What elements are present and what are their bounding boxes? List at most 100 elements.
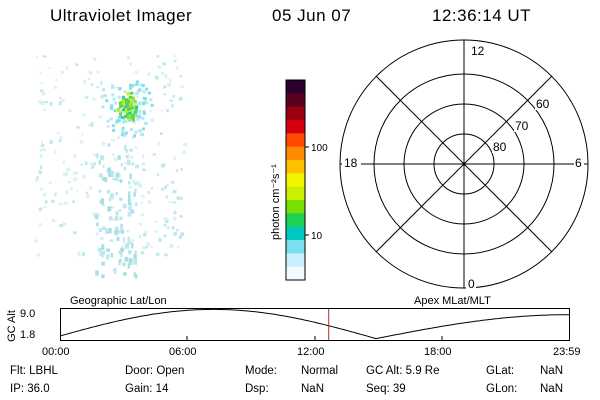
aurora-speckle [154,220,157,224]
aurora-tail [120,248,125,252]
aurora-tail [120,223,123,230]
colorbar-tick-label-10: 10 [311,231,323,242]
aurora-speckle [158,238,162,243]
aurora-tail [108,171,112,177]
aurora-speckle [78,254,81,257]
aurora-speckle [102,203,105,206]
aurora-speckle [39,223,42,227]
aurora-speckle [138,183,143,188]
aurora-speckle [173,156,177,160]
aurora-core [131,113,135,117]
aurora-halo [132,120,136,124]
aurora-speckle [140,132,145,137]
aurora-tail [123,272,127,276]
aurora-speckle [36,253,40,257]
aurora-halo [145,87,149,91]
aurora-halo [129,86,133,90]
aurora-speckle [172,201,177,204]
geographic-title: Geographic Lat/Lon [70,295,167,307]
aurora-speckle [107,143,111,147]
aurora-speckle [141,194,145,198]
aurora-speckle [95,213,100,217]
aurora-halo [130,127,133,131]
aurora-tail [107,206,112,212]
aurora-tail [133,272,136,278]
aurora-tail [117,155,121,160]
aurora-speckle [73,177,78,181]
aurora-core [124,106,128,109]
aurora-tail [127,159,131,166]
aurora-speckle [88,123,92,127]
aurora-core [131,106,135,110]
aurora-speckle [76,126,80,129]
aurora-halo [135,114,138,118]
aurora-tail [131,242,134,249]
aurora-speckle [149,110,152,113]
aurora-speckle [164,217,168,221]
aurora-speckle [65,190,69,194]
colorbar-cell [286,266,305,281]
aurora-speckle [59,136,63,139]
aurora-speckle [40,101,45,106]
aurora-speckle [63,201,68,205]
aurora-speckle [128,186,133,189]
aurora-speckle [55,78,58,81]
aurora-speckle [96,85,100,89]
aurora-speckle [138,234,142,239]
aurora-speckle [171,103,174,108]
aurora-speckle [145,246,149,249]
aurora-speckle [161,109,164,113]
colorbar-cell [286,200,305,214]
aurora-speckle [115,210,119,214]
aurora-speckle [95,232,99,236]
aurora-speckle [81,252,86,256]
aurora-core [126,115,130,119]
aurora-tail [130,209,135,214]
aurora-tail [116,237,120,241]
aurora-speckle [89,162,93,165]
aurora-tail [120,251,123,258]
aurora-speckle [91,83,94,86]
aurora-speckle [147,72,151,77]
glon-value: NaN [540,383,564,395]
colorbar-cell [286,133,305,148]
aurora-speckle [82,79,86,84]
aurora-speckle [171,225,175,230]
aurora-speckle [161,187,164,191]
aurora-halo [114,101,118,105]
aurora-tail [125,149,129,153]
aurora-tail [124,256,129,262]
aurora-speckle [165,195,168,199]
aurora-tail [135,274,138,279]
aurora-speckle [177,246,180,249]
aurora-halo [117,95,121,99]
aurora-tail [106,255,110,260]
aurora-tail [134,250,137,257]
aurora-tail [118,250,122,254]
aurora-speckle [39,71,42,75]
aurora-speckle [42,55,47,58]
aurora-speckle [84,161,88,166]
aurora-halo [117,115,121,119]
aurora-speckle [180,232,185,236]
aurora-speckle [180,168,183,171]
aurora-speckle [67,181,71,184]
aurora-speckle [127,241,132,245]
aurora-speckle [98,228,103,233]
aurora-speckle [160,132,163,136]
aurora-core [118,101,122,105]
aurora-speckle [109,239,114,242]
aurora-speckle [96,70,100,74]
label-bg [470,44,487,56]
aurora-core [130,116,134,120]
auroral-image [35,55,188,279]
aurora-speckle [100,81,103,85]
aurora-speckle [66,167,70,172]
aurora-speckle [107,100,110,103]
aurora-speckle [93,214,98,218]
aurora-core [126,102,130,106]
aurora-speckle [140,90,144,93]
aurora-speckle [165,219,169,223]
aurora-speckle [59,224,64,228]
aurora-tail [127,199,131,206]
